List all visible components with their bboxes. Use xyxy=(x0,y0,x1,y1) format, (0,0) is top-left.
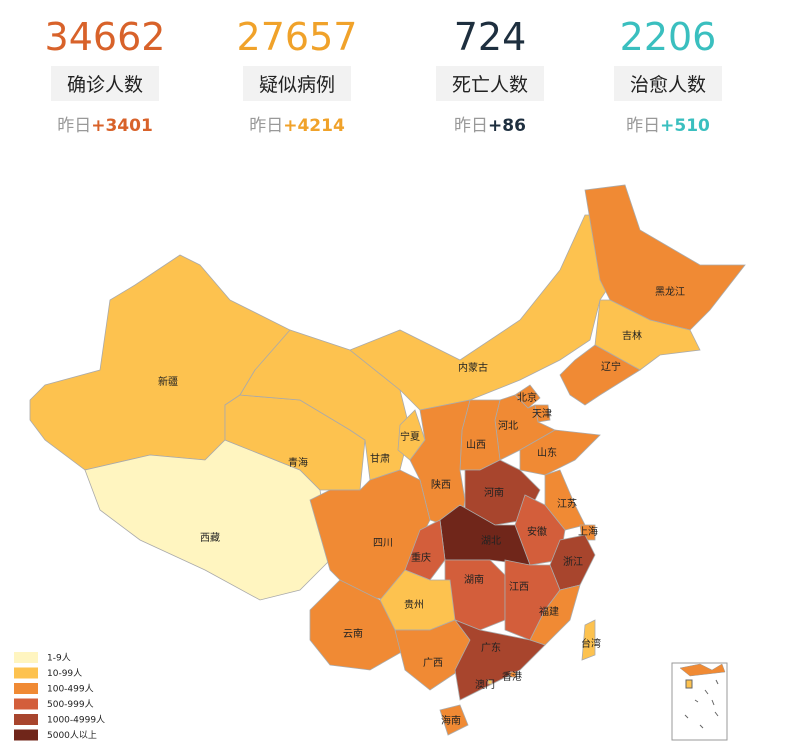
stat-delta: +86 xyxy=(488,116,526,136)
yesterday-label: 昨日 xyxy=(626,116,661,136)
province xyxy=(584,184,746,331)
stat-yesterday: 昨日+86 xyxy=(400,111,580,136)
stats: 34662 确诊人数 昨日+3401 27657 疑似病例 昨日+4214 724 死亡人数昨… xyxy=(0,0,791,150)
legend-label: 5000人以上 xyxy=(47,730,97,741)
province-label: 新疆 xyxy=(158,375,178,388)
province-label: 内蒙古 xyxy=(458,361,488,374)
province-label: 浙江 xyxy=(563,556,583,568)
yesterday-label: 昨日 xyxy=(57,116,92,136)
stat-delta: +4214 xyxy=(283,116,345,136)
province-label: 吉林 xyxy=(622,329,642,342)
legend-label: 1-9人 xyxy=(47,653,71,664)
yesterday-label: 昨日 xyxy=(249,116,284,136)
province xyxy=(439,704,469,736)
province xyxy=(487,679,493,685)
legend-swatch xyxy=(14,667,38,679)
stat-card: 724 死亡人数昨日+86 xyxy=(400,14,580,136)
province-label: 北京 xyxy=(517,391,537,404)
inset-land xyxy=(679,663,726,677)
legend-label: 100-499人 xyxy=(47,684,94,695)
province xyxy=(453,619,546,701)
province-label: 山西 xyxy=(466,439,486,451)
stat-value: 2206 xyxy=(619,15,717,59)
province-label: 福建 xyxy=(539,605,559,618)
province-label: 陕西 xyxy=(431,478,451,491)
province-label: 香港 xyxy=(502,671,522,683)
legend-swatch xyxy=(14,729,38,741)
province-label: 湖北 xyxy=(481,535,501,547)
stat-card: 2206 治愈人数昨日+510 xyxy=(578,14,758,136)
province-label: 云南 xyxy=(343,627,363,640)
legend-label: 500-999人 xyxy=(47,699,94,710)
province-label: 青海 xyxy=(288,456,308,469)
legend-swatch xyxy=(14,652,38,663)
stat-value: 724 xyxy=(453,15,527,59)
legend-swatch xyxy=(14,714,38,725)
inset-box xyxy=(671,662,728,741)
province-label: 上海 xyxy=(578,525,598,538)
stat-delta: +510 xyxy=(660,116,710,136)
inset-islands xyxy=(684,679,719,729)
legend-swatch xyxy=(14,698,38,710)
province-label: 广西 xyxy=(423,657,443,669)
stat-label: 疑似病例 xyxy=(242,66,351,101)
stat-delta: +3401 xyxy=(91,116,153,136)
province-label: 辽宁 xyxy=(601,360,621,373)
province-label: 宁夏 xyxy=(400,430,420,443)
legend-label: 10-99人 xyxy=(47,668,82,679)
province-label: 山东 xyxy=(537,446,557,459)
stat-card: 27657 疑似病例昨日+4214 xyxy=(207,14,387,136)
yesterday-label: 昨日 xyxy=(454,116,489,136)
province xyxy=(581,619,596,661)
stat-label: 死亡人数 xyxy=(435,66,544,101)
legend-swatch xyxy=(14,683,38,694)
province-label: 海南 xyxy=(441,714,461,727)
stat-yesterday: 昨日+3401 xyxy=(15,111,195,136)
legend-label: 1000-4999人 xyxy=(47,715,105,726)
province xyxy=(404,519,446,581)
province-label: 河北 xyxy=(498,420,518,432)
province-label: 安徽 xyxy=(527,525,547,538)
province-label: 西藏 xyxy=(200,532,220,544)
province-label: 甘肃 xyxy=(370,452,390,465)
province-label: 黑龙江 xyxy=(655,285,685,298)
province-label: 江苏 xyxy=(557,497,577,510)
province-label: 广东 xyxy=(481,641,501,654)
stat-card: 34662 确诊人数昨日+3401 xyxy=(15,14,195,136)
stat-yesterday: 昨日+4214 xyxy=(207,111,387,136)
province-label: 澳门 xyxy=(475,678,495,691)
province xyxy=(559,344,641,406)
province-label: 河南 xyxy=(484,486,504,499)
province xyxy=(509,671,517,678)
stat-label: 治愈人数 xyxy=(613,66,722,101)
province-label: 江西 xyxy=(509,581,529,593)
stat-value: 34662 xyxy=(44,15,166,59)
province-label: 湖南 xyxy=(464,573,484,586)
province-label: 贵州 xyxy=(404,598,424,611)
stat-value: 27657 xyxy=(236,15,358,59)
stat-yesterday: 昨日+510 xyxy=(578,111,758,136)
province-label: 四川 xyxy=(373,538,393,549)
province-label: 台湾 xyxy=(581,637,601,650)
stat-label: 确诊人数 xyxy=(50,66,159,101)
province-label: 重庆 xyxy=(411,551,431,564)
province-label: 天津 xyxy=(532,408,552,420)
